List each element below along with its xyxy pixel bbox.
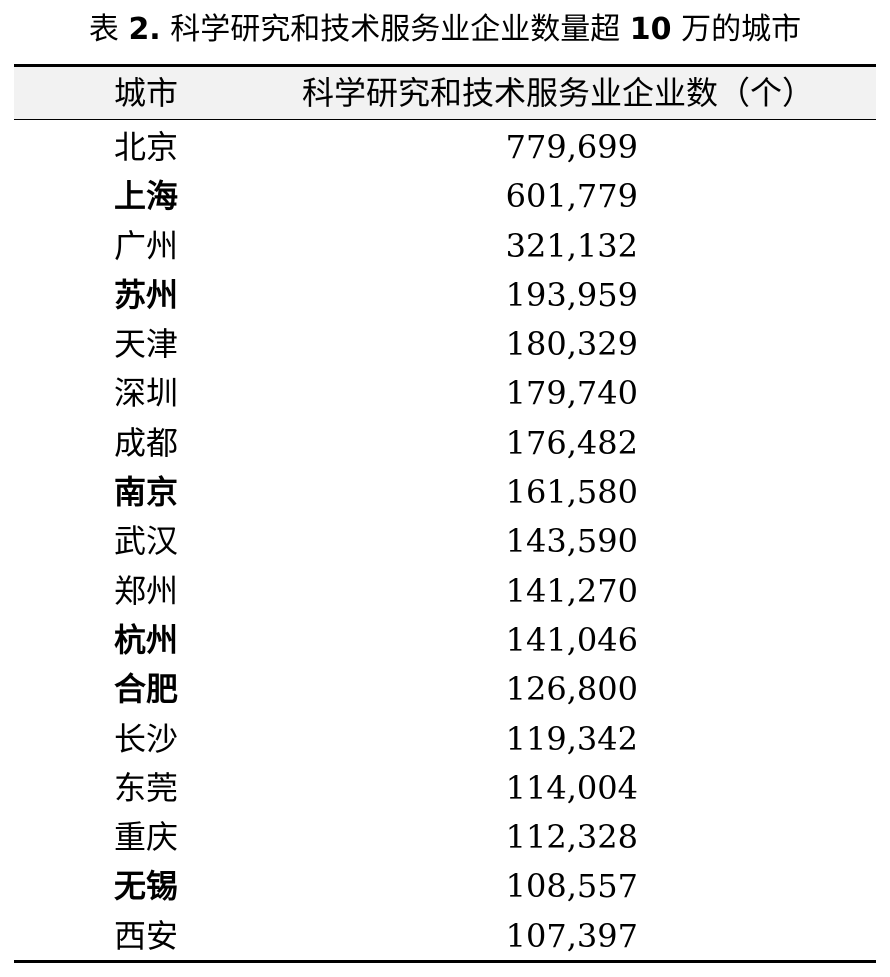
table-row: 无锡 108,557	[14, 862, 876, 911]
count-cell: 126,800	[505, 670, 638, 709]
table-row: 东莞 114,004	[14, 764, 876, 813]
table-row: 苏州 193,959	[14, 271, 876, 320]
city-cell: 南京	[114, 473, 179, 512]
city-cell: 杭州	[114, 620, 179, 659]
city-cell: 重庆	[114, 818, 179, 857]
caption-text-part1: 科学研究和技术服务业企业数量超	[160, 12, 630, 47]
table-row: 杭州 141,046	[14, 616, 876, 665]
city-cell: 北京	[114, 128, 179, 166]
table-row: 深圳 179,740	[14, 369, 876, 418]
table-row: 重庆 112,328	[14, 813, 876, 862]
count-cell: 141,270	[505, 571, 638, 610]
city-cell: 上海	[114, 177, 179, 216]
caption-threshold: 10	[629, 12, 672, 47]
count-cell: 779,699	[505, 128, 638, 166]
count-cell: 179,740	[505, 374, 638, 413]
table-caption: 表 2. 科学研究和技术服务业企业数量超 10 万的城市	[0, 8, 890, 52]
table-row: 长沙 119,342	[14, 715, 876, 764]
city-cell: 成都	[114, 423, 179, 462]
table-bottom-rule	[14, 960, 876, 963]
count-cell: 107,397	[505, 916, 638, 955]
count-cell: 108,557	[505, 867, 638, 906]
table-row: 南京 161,580	[14, 468, 876, 517]
count-cell: 321,132	[505, 226, 638, 265]
table-header-rule	[14, 119, 876, 120]
count-cell: 119,342	[505, 719, 638, 758]
count-cell: 161,580	[505, 473, 638, 512]
table-row: 成都 176,482	[14, 419, 876, 468]
city-cell: 武汉	[114, 522, 179, 561]
caption-table-number: 2.	[128, 12, 161, 47]
column-header-city: 城市	[114, 74, 179, 112]
column-header-count: 科学研究和技术服务业企业数（个）	[302, 74, 815, 112]
city-cell: 西安	[114, 916, 179, 955]
table-header: 城市 科学研究和技术服务业企业数（个）	[14, 67, 876, 119]
count-cell: 141,046	[505, 620, 638, 659]
count-cell: 180,329	[505, 325, 638, 364]
table-body: 北京 779,699 上海 601,779 广州 321,132 苏州 193,959 天津 18…	[14, 123, 876, 961]
count-cell: 601,779	[505, 177, 638, 216]
city-cell: 合肥	[114, 670, 179, 709]
count-cell: 114,004	[505, 768, 638, 807]
city-cell: 深圳	[114, 374, 179, 413]
city-cell: 长沙	[114, 719, 179, 758]
city-cell: 天津	[114, 325, 179, 364]
count-cell: 112,328	[505, 818, 638, 857]
table-row: 合肥 126,800	[14, 665, 876, 714]
city-cell: 东莞	[114, 768, 179, 807]
caption-prefix: 表	[88, 12, 129, 47]
table-row: 天津 180,329	[14, 320, 876, 369]
table-top-rule	[14, 64, 876, 67]
count-cell: 176,482	[505, 423, 638, 462]
city-cell: 无锡	[114, 867, 179, 906]
table-row: 武汉 143,590	[14, 517, 876, 566]
caption-text-part2: 万的城市	[671, 12, 802, 47]
table-row: 西安 107,397	[14, 912, 876, 961]
city-cell: 郑州	[114, 571, 179, 610]
table-row: 北京 779,699	[14, 123, 876, 172]
count-cell: 143,590	[505, 522, 638, 561]
table-row: 广州 321,132	[14, 222, 876, 271]
count-cell: 193,959	[505, 275, 638, 314]
city-cell: 苏州	[114, 275, 179, 314]
city-cell: 广州	[114, 226, 179, 265]
table-row: 郑州 141,270	[14, 567, 876, 616]
table-row: 上海 601,779	[14, 172, 876, 221]
